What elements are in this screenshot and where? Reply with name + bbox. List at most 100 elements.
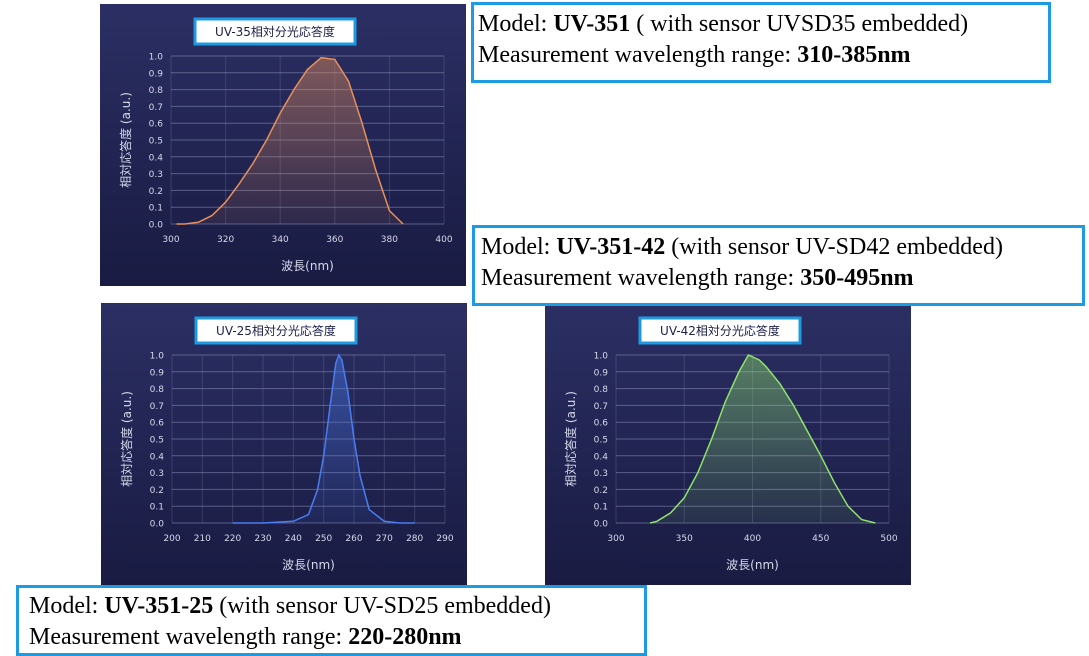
panel-background [101,303,467,585]
y-tick-label: 0.9 [594,368,609,378]
y-tick-label: 0.8 [149,86,164,96]
x-tick-label: 240 [285,534,302,544]
x-tick-label: 300 [607,534,624,544]
y-tick-label: 0.0 [150,520,165,530]
line [649,354,876,524]
x-tick-label: 200 [163,534,180,544]
y-tick-label: 0.6 [150,419,165,429]
area [176,57,404,225]
x-tick-label: 290 [436,534,453,544]
y-tick-label: 0.7 [150,402,164,412]
range-line: Measurement wavelength range: 310-385nm [478,40,1044,71]
y-tick-label: 0.1 [149,204,163,214]
x-tick-label: 300 [162,235,179,245]
y-tick-label: 0.0 [149,221,164,231]
model-label: Model: [478,11,548,37]
y-tick-label: 0.8 [150,385,165,395]
range-label: Measurement wavelength range: [481,265,795,291]
chart-title: UV-25相対分光応答度 [216,323,336,338]
y-tick-label: 0.6 [149,120,164,130]
line [232,353,415,524]
y-tick-label: 0.8 [594,385,609,395]
y-tick-label: 0.5 [149,137,163,147]
x-tick-label: 360 [326,235,343,245]
y-tick-label: 0.4 [149,153,164,163]
info-box: Model: UV-351-25 (with sensor UV-SD25 em… [16,585,647,656]
x-axis-label: 波長(nm) [281,259,334,273]
x-tick-label: 350 [676,534,693,544]
model: UV-351 [553,11,631,37]
x-tick-label: 320 [217,235,234,245]
y-axis-label: 相対応答度 (a.u.) [118,92,133,188]
model: UV-351-42 [556,234,666,260]
title-box [193,17,357,46]
area [650,355,876,523]
x-tick-label: 400 [435,235,452,245]
range-label: Measurement wavelength range: [29,624,343,650]
y-axis-label: 相対応答度 (a.u.) [563,391,578,487]
y-tick-label: 0.2 [149,187,163,197]
x-axis-label: 波長(nm) [726,558,779,572]
y-tick-label: 0.7 [149,103,163,113]
y-tick-label: 0.2 [150,486,164,496]
chart-panel: UV-42相対分光応答度 0.0 0.1 0.2 0.3 0.4 0.5 0.6 0.7 0.8 0… [545,303,911,585]
chart-title: UV-35相対分光応答度 [215,24,335,39]
y-tick-label: 0.4 [150,452,165,462]
y-tick-label: 0.6 [594,419,609,429]
model: UV-351-25 [104,593,214,619]
chart-panel: UV-35相対分光応答度 0.0 0.1 0.2 0.3 0.4 0.5 0.6 0.7 0.8 0… [100,4,466,286]
x-tick-label: 210 [194,534,211,544]
x-axis-label: 波長(nm) [282,558,335,572]
title-box [194,316,358,345]
x-tick-label: 220 [224,534,241,544]
x-tick-label: 270 [376,534,393,544]
x-tick-label: 380 [381,235,398,245]
chart-title: UV-42相対分光応答度 [660,323,780,338]
y-tick-label: 0.3 [149,170,163,180]
info-box: Model: UV-351-42 (with sensor UV-SD42 em… [472,225,1085,306]
x-tick-label: 450 [812,534,829,544]
sensor: ( with sensor UVSD35 embedded) [636,11,969,37]
x-tick-label: 280 [406,534,423,544]
x-tick-label: 400 [744,534,761,544]
x-tick-label: 260 [345,534,362,544]
range: 350-495nm [800,265,914,291]
y-tick-label: 0.4 [594,452,609,462]
area [232,355,415,523]
model-line: Model: UV-351 ( with sensor UVSD35 embed… [478,9,1044,40]
sensor: (with sensor UV-SD42 embedded) [671,234,1003,260]
y-axis-label: 相対応答度 (a.u.) [119,391,134,487]
y-tick-label: 0.0 [594,520,609,530]
y-tick-label: 0.5 [594,436,608,446]
x-tick-label: 250 [315,534,332,544]
y-tick-label: 0.3 [150,469,164,479]
range: 220-280nm [348,624,462,650]
range-line: Measurement wavelength range: 350-495nm [481,263,1078,294]
y-tick-label: 0.3 [594,469,608,479]
model-label: Model: [29,593,99,619]
x-tick-label: 500 [880,534,897,544]
line [176,56,404,225]
model-line: Model: UV-351-42 (with sensor UV-SD42 em… [481,232,1078,263]
y-tick-label: 1.0 [150,352,165,362]
y-tick-label: 0.5 [150,436,164,446]
chart-panel: UV-25相対分光応答度 0.0 0.1 0.2 0.3 0.4 0.5 0.6 0.7 0.8 0… [101,303,467,585]
title-box [638,316,802,345]
range-label: Measurement wavelength range: [478,42,792,68]
x-tick-label: 230 [254,534,271,544]
y-tick-label: 0.1 [594,503,608,513]
y-tick-label: 1.0 [149,53,164,63]
model-label: Model: [481,234,551,260]
sensor: (with sensor UV-SD25 embedded) [219,593,551,619]
info-box: Model: UV-351 ( with sensor UVSD35 embed… [471,2,1051,83]
y-tick-label: 1.0 [594,352,609,362]
model-line: Model: UV-351-25 (with sensor UV-SD25 em… [29,591,640,622]
y-tick-label: 0.9 [150,368,165,378]
y-tick-label: 0.1 [150,503,164,513]
range-line: Measurement wavelength range: 220-280nm [29,622,640,653]
y-tick-label: 0.9 [149,69,164,79]
x-tick-label: 340 [272,235,289,245]
range: 310-385nm [797,42,911,68]
y-tick-label: 0.7 [594,402,608,412]
